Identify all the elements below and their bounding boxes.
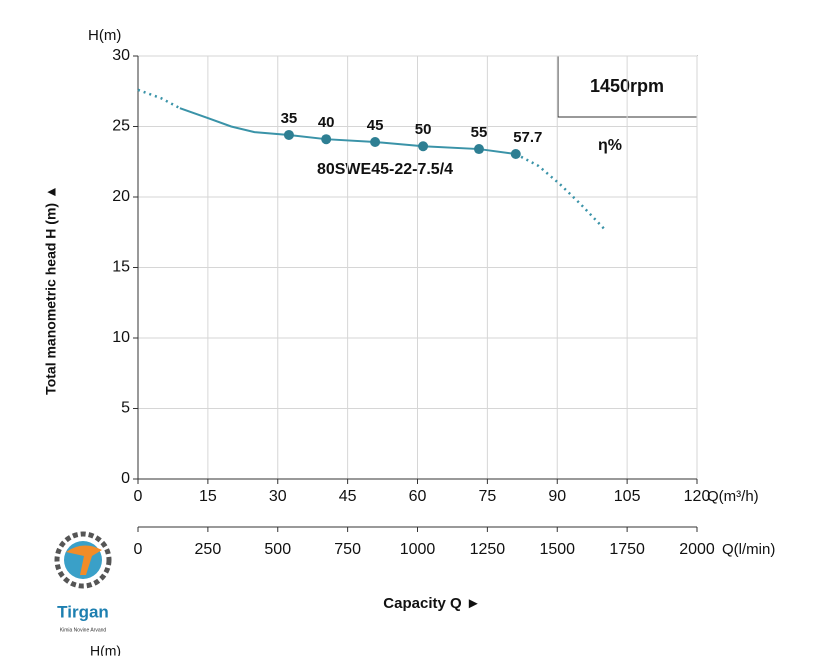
x2-tick-label: 1500 [539,541,575,558]
x2-tick-label: 0 [134,541,143,558]
curve [137,88,181,110]
y-tick-label: 10 [112,329,130,346]
efficiency-label: 45 [367,117,384,134]
point [510,148,521,159]
x2-unit: Q(l/min) [722,541,775,558]
x-tick-label: 45 [339,488,357,505]
point [370,137,381,148]
x-tick-label: 0 [134,488,143,505]
x2-tick-label: 1250 [470,541,506,558]
x-tick-label: 90 [548,488,566,505]
eff-label: η% [598,137,622,154]
efficiency-label: 55 [471,124,488,141]
x2-tick-label: 750 [334,541,361,558]
efficiency-label: 57.7 [513,129,542,146]
x-title: Capacity Q ► [383,595,480,612]
x-tick-label: 15 [199,488,217,505]
y-title: Total manometric head H (m) ▲ [43,185,59,395]
point [283,129,294,140]
y-tick-label: 20 [112,188,130,205]
x2-tick-label: 500 [264,541,291,558]
curve [515,152,606,231]
point [418,141,429,152]
x2-tick-label: 1750 [609,541,645,558]
y-tick-label: 0 [121,470,130,487]
x-tick-label: 105 [614,488,641,505]
efficiency-label: 35 [281,110,298,127]
y-tick-label: 5 [121,400,130,417]
y-tick-label: 15 [112,259,130,276]
point [473,144,484,155]
y-unit: H(m) [88,27,121,44]
efficiency-label: 50 [415,121,432,138]
x2-tick-label: 2000 [679,541,715,558]
next-axis-unit: H(m) [90,643,121,656]
y-tick-label: 30 [112,47,130,64]
logo-subtitle: Kimia Novine Arvand [60,627,107,633]
x2-tick-label: 250 [195,541,222,558]
x-tick-label: 30 [269,488,287,505]
model: 80SWE45-22-7.5/4 [317,161,453,178]
x-tick-label: 75 [478,488,496,505]
logo-icon [54,531,112,589]
efficiency-label: 40 [318,114,335,131]
x-tick-label: 60 [409,488,427,505]
y-tick-label: 25 [112,118,130,135]
x-tick-label: 120 [684,488,711,505]
curve [179,107,516,155]
x2-tick-label: 1000 [400,541,436,558]
logo-name: Tirgan [57,602,109,621]
x-unit: Q(m³/h) [707,488,759,505]
point [321,134,332,145]
